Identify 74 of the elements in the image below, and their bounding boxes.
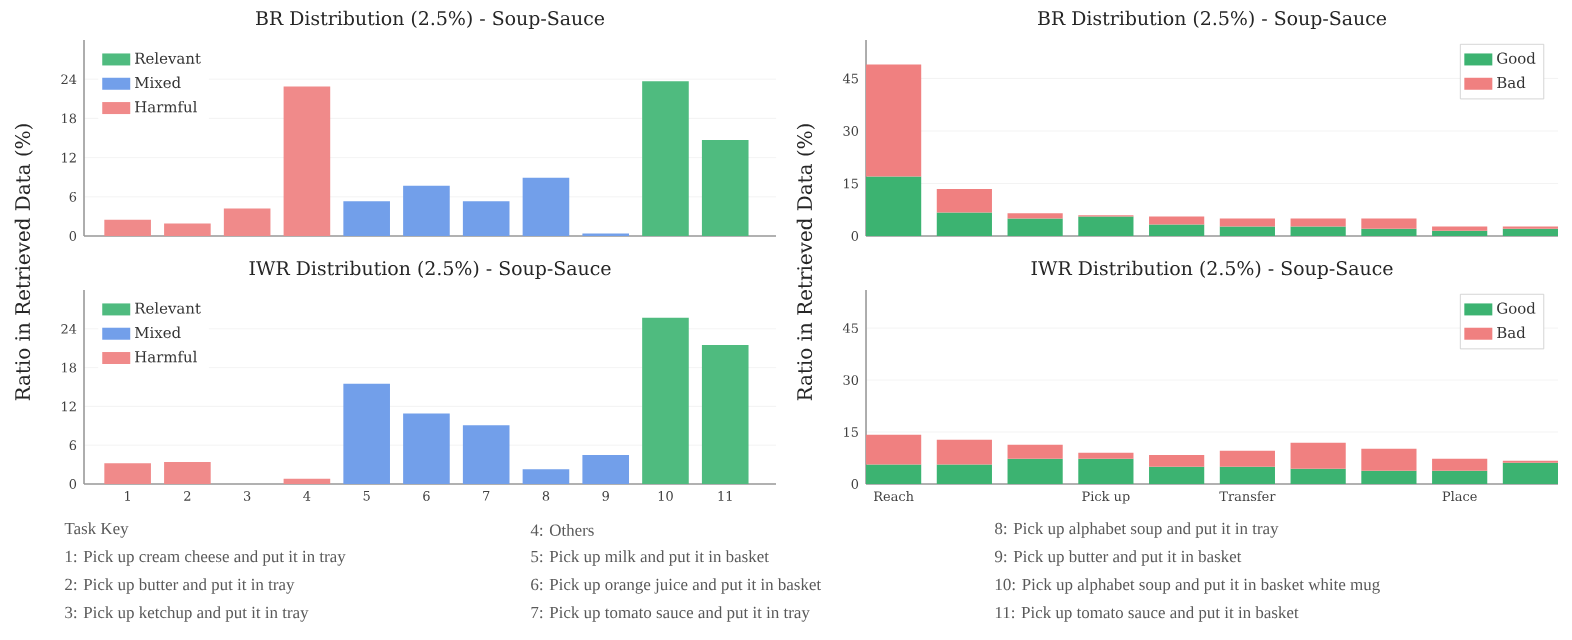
text: 2: Pick up butter and put it in tray	[65, 578, 295, 594]
bar	[866, 64, 922, 177]
bar	[936, 212, 992, 236]
bar	[1432, 458, 1488, 471]
bar	[1432, 230, 1488, 236]
text: 3: Pick up ketchup and put it in tray	[65, 606, 309, 622]
text: 7: Pick up tomato sauce and put it in tray	[531, 606, 810, 622]
bar	[1149, 224, 1205, 236]
bar	[1290, 226, 1346, 236]
bar	[701, 139, 749, 236]
chart-title: IWR Distribution (2.5%) - Soup-Sauce	[249, 260, 611, 280]
bar	[1149, 216, 1205, 225]
bar	[164, 223, 211, 236]
text: 5: Pick up milk and put it in basket	[531, 550, 769, 566]
bar	[283, 86, 331, 236]
chart-title: BR Distribution (2.5%) - Soup-Sauce	[256, 10, 605, 29]
bar	[582, 454, 630, 484]
bar	[1219, 226, 1275, 236]
bar	[403, 185, 450, 236]
bar	[1078, 458, 1134, 484]
text: 11: Pick up tomato sauce and put it in basket	[995, 606, 1299, 622]
y-axis-title: Ratio in Retrieved Data (%)	[14, 124, 33, 401]
chart-title: BR Distribution (2.5%) - Soup-Sauce	[1038, 10, 1387, 29]
bar	[1219, 218, 1275, 227]
text: 4: Others	[530, 524, 594, 537]
bar	[522, 177, 570, 236]
bar	[866, 464, 922, 484]
bar	[104, 219, 151, 236]
bar	[403, 413, 450, 484]
text: 9: Pick up butter and put it in basket	[994, 550, 1242, 566]
bar	[1078, 452, 1134, 459]
bar	[1290, 442, 1346, 469]
bar	[223, 208, 271, 236]
bar	[642, 317, 689, 484]
bar	[1361, 228, 1417, 236]
text: 1: Pick up cream cheese and put it in tray	[65, 550, 346, 566]
bar	[936, 189, 992, 213]
bar	[462, 425, 510, 484]
bar	[1502, 462, 1559, 484]
bar	[1219, 450, 1275, 467]
bar	[462, 201, 510, 236]
bar	[343, 201, 390, 236]
bar	[866, 176, 922, 236]
bar	[1149, 454, 1205, 467]
text: 10: Pick up alphabet soup and put it in basket white mug	[995, 578, 1380, 594]
bar	[701, 344, 749, 484]
bar	[1290, 468, 1346, 484]
bar	[1290, 218, 1346, 227]
bar	[1078, 216, 1134, 236]
bar	[1219, 466, 1275, 484]
y-axis-title: Ratio in Retrieved Data (%)	[796, 124, 815, 401]
bar	[1432, 470, 1488, 484]
bar	[936, 464, 992, 484]
bar	[1502, 228, 1559, 236]
bar	[1149, 466, 1205, 484]
chart-title: IWR Distribution (2.5%) - Soup-Sauce	[1031, 260, 1393, 280]
bar	[1007, 213, 1063, 219]
text: 8: Pick up alphabet soup and put it in tray	[995, 522, 1279, 538]
bar	[343, 383, 390, 484]
bar	[1361, 470, 1417, 484]
bar	[1007, 444, 1063, 459]
bar	[164, 462, 211, 484]
bar	[1361, 218, 1417, 229]
bar	[1361, 448, 1417, 471]
bar	[1007, 218, 1063, 236]
text: Task Key	[64, 522, 129, 538]
bar	[104, 463, 151, 484]
bar	[1007, 458, 1063, 484]
bar	[283, 478, 331, 484]
text: 6: Pick up orange juice and put it in basket	[531, 578, 822, 594]
bar	[866, 434, 922, 465]
bar	[936, 439, 992, 465]
bar	[642, 81, 689, 236]
bar	[522, 469, 570, 484]
